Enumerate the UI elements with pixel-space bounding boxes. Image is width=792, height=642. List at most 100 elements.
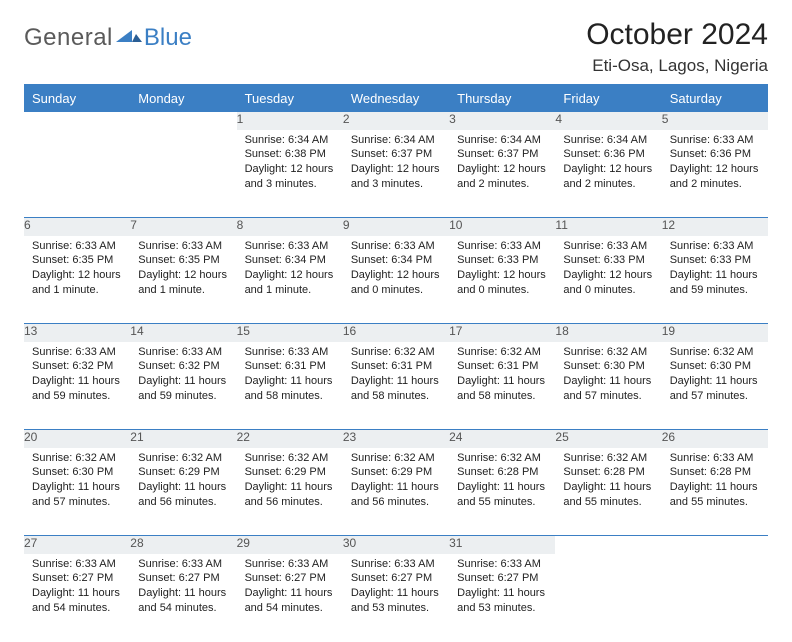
day-number: 27 (24, 536, 130, 554)
day-number: 7 (130, 218, 236, 236)
day-cell: Sunrise: 6:33 AMSunset: 6:32 PMDaylight:… (24, 342, 130, 430)
sunrise-text: Sunrise: 6:34 AM (351, 133, 443, 148)
dl2-text: and 0 minutes. (457, 283, 549, 298)
dl1-text: Daylight: 11 hours (351, 586, 443, 601)
day-cell-body: Sunrise: 6:32 AMSunset: 6:28 PMDaylight:… (449, 448, 555, 514)
dl1-text: Daylight: 12 hours (563, 268, 655, 283)
sunrise-text: Sunrise: 6:32 AM (32, 451, 124, 466)
sunrise-text: Sunrise: 6:34 AM (457, 133, 549, 148)
day-number (555, 536, 661, 554)
day-cell-body: Sunrise: 6:33 AMSunset: 6:35 PMDaylight:… (130, 236, 236, 302)
day-number: 20 (24, 430, 130, 448)
day-number: 4 (555, 112, 661, 130)
dl1-text: Daylight: 12 hours (138, 268, 230, 283)
day-cell: Sunrise: 6:33 AMSunset: 6:32 PMDaylight:… (130, 342, 236, 430)
sunrise-text: Sunrise: 6:34 AM (245, 133, 337, 148)
dl1-text: Daylight: 12 hours (351, 268, 443, 283)
day-cell: Sunrise: 6:34 AMSunset: 6:36 PMDaylight:… (555, 130, 661, 218)
day-cell: Sunrise: 6:33 AMSunset: 6:34 PMDaylight:… (343, 236, 449, 324)
day-number: 14 (130, 324, 236, 342)
day-header: Monday (130, 86, 236, 112)
day-cell (555, 554, 661, 642)
day-number: 11 (555, 218, 661, 236)
sunrise-text: Sunrise: 6:32 AM (245, 451, 337, 466)
sunset-text: Sunset: 6:28 PM (563, 465, 655, 480)
day-cell-body: Sunrise: 6:33 AMSunset: 6:33 PMDaylight:… (662, 236, 768, 302)
sunset-text: Sunset: 6:36 PM (670, 147, 762, 162)
day-number: 25 (555, 430, 661, 448)
day-cell-body: Sunrise: 6:33 AMSunset: 6:27 PMDaylight:… (343, 554, 449, 620)
dl2-text: and 54 minutes. (138, 601, 230, 616)
sunset-text: Sunset: 6:27 PM (457, 571, 549, 586)
sunset-text: Sunset: 6:35 PM (138, 253, 230, 268)
day-number: 30 (343, 536, 449, 554)
day-cell-body: Sunrise: 6:32 AMSunset: 6:31 PMDaylight:… (343, 342, 449, 408)
day-cell: Sunrise: 6:32 AMSunset: 6:31 PMDaylight:… (449, 342, 555, 430)
day-number: 15 (237, 324, 343, 342)
sunset-text: Sunset: 6:38 PM (245, 147, 337, 162)
dl1-text: Daylight: 11 hours (457, 586, 549, 601)
sunrise-text: Sunrise: 6:32 AM (563, 451, 655, 466)
day-number (24, 112, 130, 130)
sunrise-text: Sunrise: 6:33 AM (670, 451, 762, 466)
dl2-text: and 57 minutes. (32, 495, 124, 510)
day-number: 8 (237, 218, 343, 236)
sunrise-text: Sunrise: 6:33 AM (563, 239, 655, 254)
sunrise-text: Sunrise: 6:33 AM (457, 239, 549, 254)
day-cell (662, 554, 768, 642)
dl2-text: and 1 minute. (32, 283, 124, 298)
day-cell: Sunrise: 6:34 AMSunset: 6:37 PMDaylight:… (449, 130, 555, 218)
day-number: 13 (24, 324, 130, 342)
dl2-text: and 55 minutes. (563, 495, 655, 510)
day-number (662, 536, 768, 554)
sunrise-text: Sunrise: 6:33 AM (245, 345, 337, 360)
day-number (130, 112, 236, 130)
logo: General Blue (24, 24, 192, 52)
day-header: Wednesday (343, 86, 449, 112)
day-cell-body: Sunrise: 6:33 AMSunset: 6:31 PMDaylight:… (237, 342, 343, 408)
dl2-text: and 53 minutes. (351, 601, 443, 616)
dl2-text: and 55 minutes. (457, 495, 549, 510)
day-cell-body: Sunrise: 6:33 AMSunset: 6:27 PMDaylight:… (24, 554, 130, 620)
sunrise-text: Sunrise: 6:32 AM (457, 345, 549, 360)
dl2-text: and 56 minutes. (351, 495, 443, 510)
sunrise-text: Sunrise: 6:32 AM (457, 451, 549, 466)
day-cell (130, 130, 236, 218)
sunrise-text: Sunrise: 6:33 AM (351, 239, 443, 254)
week-row: Sunrise: 6:34 AMSunset: 6:38 PMDaylight:… (24, 130, 768, 218)
dl2-text: and 54 minutes. (32, 601, 124, 616)
day-number: 19 (662, 324, 768, 342)
sunrise-text: Sunrise: 6:33 AM (670, 133, 762, 148)
dl1-text: Daylight: 11 hours (245, 586, 337, 601)
sunset-text: Sunset: 6:36 PM (563, 147, 655, 162)
day-number: 26 (662, 430, 768, 448)
day-number: 21 (130, 430, 236, 448)
day-cell-body: Sunrise: 6:32 AMSunset: 6:29 PMDaylight:… (237, 448, 343, 514)
day-cell: Sunrise: 6:33 AMSunset: 6:33 PMDaylight:… (555, 236, 661, 324)
day-cell-body: Sunrise: 6:33 AMSunset: 6:36 PMDaylight:… (662, 130, 768, 196)
day-header: Thursday (449, 86, 555, 112)
sunrise-text: Sunrise: 6:32 AM (563, 345, 655, 360)
sunrise-text: Sunrise: 6:33 AM (138, 345, 230, 360)
day-number: 10 (449, 218, 555, 236)
dl2-text: and 2 minutes. (457, 177, 549, 192)
day-cell-body: Sunrise: 6:32 AMSunset: 6:28 PMDaylight:… (555, 448, 661, 514)
dl1-text: Daylight: 11 hours (670, 374, 762, 389)
sunrise-text: Sunrise: 6:34 AM (563, 133, 655, 148)
day-number: 29 (237, 536, 343, 554)
sunrise-text: Sunrise: 6:33 AM (138, 557, 230, 572)
sunrise-text: Sunrise: 6:33 AM (32, 557, 124, 572)
sunset-text: Sunset: 6:33 PM (670, 253, 762, 268)
day-cell: Sunrise: 6:32 AMSunset: 6:29 PMDaylight:… (130, 448, 236, 536)
dl1-text: Daylight: 12 hours (457, 162, 549, 177)
day-cell: Sunrise: 6:33 AMSunset: 6:33 PMDaylight:… (662, 236, 768, 324)
dl1-text: Daylight: 11 hours (670, 268, 762, 283)
daynum-row: 13141516171819 (24, 324, 768, 342)
dl2-text: and 55 minutes. (670, 495, 762, 510)
sunset-text: Sunset: 6:27 PM (351, 571, 443, 586)
dl2-text: and 53 minutes. (457, 601, 549, 616)
day-cell-body: Sunrise: 6:33 AMSunset: 6:32 PMDaylight:… (24, 342, 130, 408)
sunset-text: Sunset: 6:29 PM (245, 465, 337, 480)
dl2-text: and 59 minutes. (138, 389, 230, 404)
day-cell-body: Sunrise: 6:32 AMSunset: 6:30 PMDaylight:… (555, 342, 661, 408)
